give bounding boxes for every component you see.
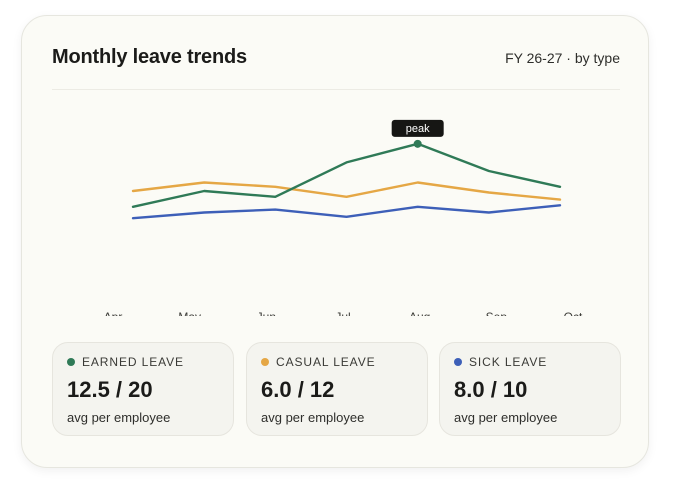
stat-card-earned: EARNED LEAVE 12.5 / 20 avg per employee [52, 342, 234, 436]
stat-subtitle: avg per employee [67, 410, 171, 425]
x-tick-label: Jul [335, 310, 350, 316]
x-tick-label: May [178, 310, 201, 316]
stat-value: 8.0 / 10 [454, 377, 528, 402]
stat-value: 12.5 / 20 [67, 377, 153, 402]
x-tick-label: Apr [104, 310, 123, 316]
x-tick-label: Sep [486, 310, 508, 316]
peak-tooltip-bg [391, 119, 444, 137]
x-tick-label: Oct [564, 310, 583, 316]
stat-subtitle: avg per employee [454, 410, 558, 425]
earned-legend-dot [67, 358, 75, 366]
leave-trends-card: Monthly leave trends FY 26-27 · by type … [21, 15, 649, 468]
x-tick-label: Aug [409, 310, 430, 316]
stat-subtitle: avg per employee [261, 410, 365, 425]
chart-subtitle: FY 26-27 · by type [505, 50, 620, 66]
line-chart: Apr May Jun Jul Aug Sep Oct peak [104, 119, 583, 316]
stat-label: EARNED LEAVE [82, 355, 184, 369]
series-line-earned [131, 142, 562, 209]
sick-legend-dot [454, 358, 462, 366]
series-line-sick [131, 204, 562, 220]
stat-card-sick: SICK LEAVE 8.0 / 10 avg per employee [439, 342, 621, 436]
casual-legend-dot [261, 358, 269, 366]
header-divider [52, 89, 620, 90]
chart-title: Monthly leave trends [52, 46, 247, 68]
stat-value: 6.0 / 12 [261, 377, 335, 402]
peak-point [413, 139, 422, 148]
stat-label: CASUAL LEAVE [276, 355, 376, 369]
series-line-casual [131, 181, 562, 201]
stat-card-casual: CASUAL LEAVE 6.0 / 12 avg per employee [246, 342, 428, 436]
stat-label: SICK LEAVE [469, 355, 548, 369]
x-tick-label: Jun [257, 310, 276, 316]
peak-label: peak [406, 123, 430, 135]
peak-tooltip: peak [391, 119, 444, 137]
